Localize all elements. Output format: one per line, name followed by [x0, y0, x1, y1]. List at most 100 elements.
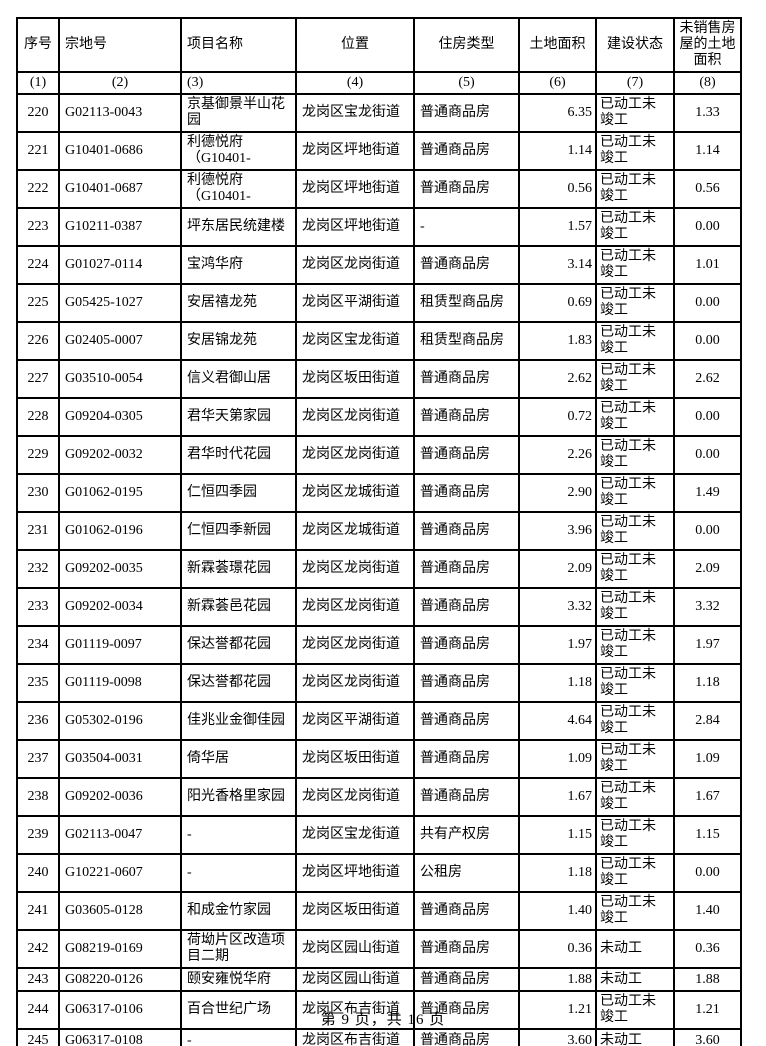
cell-unsold-land-area: 0.00 — [673, 511, 742, 551]
column-number: (2) — [58, 71, 182, 95]
header-parcel-number: 宗地号 — [58, 17, 182, 73]
table-row: 243 G08220-0126 颐安雍悦华府 龙岗区园山街道 普通商品房 1.88 未动工 1… — [16, 967, 742, 992]
cell-unsold-land-area: 0.00 — [673, 397, 742, 437]
cell-location: 龙岗区龙岗街道 — [295, 397, 415, 437]
cell-land-area: 1.97 — [518, 625, 597, 665]
table-row: 229 G09202-0032 君华时代花园 龙岗区龙岗街道 普通商品房 2.26 已动工未… — [16, 435, 742, 475]
cell-project-name: 君华天第家园 — [180, 397, 297, 437]
page-footer: 第 9 页，共 16 页 — [320, 1012, 446, 1028]
cell-serial-number: 234 — [16, 625, 60, 665]
cell-location: 龙岗区布吉街道 — [295, 990, 415, 1030]
cell-construction-status: 已动工未 竣工 — [595, 625, 675, 665]
cell-project-name: 利德悦府 （G10401- — [180, 131, 297, 171]
cell-land-area: 3.96 — [518, 511, 597, 551]
table-row: 230 G01062-0195 仁恒四季园 龙岗区龙城街道 普通商品房 2.90 已动工未 … — [16, 473, 742, 513]
cell-parcel-number: G03504-0031 — [58, 739, 182, 779]
cell-unsold-land-area: 1.01 — [673, 245, 742, 285]
cell-project-name: 安居禧龙苑 — [180, 283, 297, 323]
cell-unsold-land-area: 1.40 — [673, 891, 742, 931]
cell-housing-type: 普通商品房 — [413, 549, 520, 589]
header-land-area: 土地面积 — [518, 17, 597, 73]
header-serial-number: 序号 — [16, 17, 60, 73]
cell-location: 龙岗区坪地街道 — [295, 207, 415, 247]
cell-location: 龙岗区平湖街道 — [295, 701, 415, 741]
cell-location: 龙岗区园山街道 — [295, 929, 415, 969]
cell-parcel-number: G08219-0169 — [58, 929, 182, 969]
cell-parcel-number: G09202-0035 — [58, 549, 182, 589]
cell-construction-status: 未动工 — [595, 929, 675, 969]
cell-serial-number: 222 — [16, 169, 60, 209]
cell-parcel-number: G05425-1027 — [58, 283, 182, 323]
cell-land-area: 1.40 — [518, 891, 597, 931]
cell-housing-type: 普通商品房 — [413, 990, 520, 1030]
table-row: 227 G03510-0054 信义君御山居 龙岗区坂田街道 普通商品房 2.62 已动工未… — [16, 359, 742, 399]
cell-serial-number: 230 — [16, 473, 60, 513]
cell-unsold-land-area: 1.88 — [673, 967, 742, 992]
cell-serial-number: 242 — [16, 929, 60, 969]
cell-construction-status: 已动工未 竣工 — [595, 990, 675, 1030]
cell-construction-status: 已动工未 竣工 — [595, 511, 675, 551]
cell-unsold-land-area: 1.33 — [673, 93, 742, 133]
table-row: 242 G08219-0169 荷坳片区改造项 目二期 龙岗区园山街道 普通商品房 0.3… — [16, 929, 742, 969]
cell-location: 龙岗区龙岗街道 — [295, 625, 415, 665]
cell-parcel-number: G10221-0607 — [58, 853, 182, 893]
table-row: 237 G03504-0031 倚华居 龙岗区坂田街道 普通商品房 1.09 已动工未 竣工… — [16, 739, 742, 779]
cell-parcel-number: G09202-0034 — [58, 587, 182, 627]
cell-unsold-land-area: 0.00 — [673, 207, 742, 247]
cell-land-area: 0.56 — [518, 169, 597, 209]
cell-parcel-number: G10211-0387 — [58, 207, 182, 247]
cell-housing-type: 普通商品房 — [413, 1028, 520, 1046]
cell-unsold-land-area: 0.00 — [673, 853, 742, 893]
cell-housing-type: 普通商品房 — [413, 777, 520, 817]
table-row: 245 G06317-0108- 龙岗区布吉街道 普通商品房 3.60 未动工 3.60 — [16, 1028, 742, 1046]
cell-parcel-number: G10401-0687 — [58, 169, 182, 209]
cell-location: 龙岗区坪地街道 — [295, 169, 415, 209]
cell-unsold-land-area: 1.97 — [673, 625, 742, 665]
column-number: (3) — [180, 71, 297, 95]
cell-parcel-number: G03510-0054 — [58, 359, 182, 399]
cell-housing-type: 公租房 — [413, 853, 520, 893]
cell-unsold-land-area: 3.32 — [673, 587, 742, 627]
table-row: 234 G01119-0097 保达誉都花园 龙岗区龙岗街道 普通商品房 1.97 已动工未… — [16, 625, 742, 665]
cell-parcel-number: G09202-0032 — [58, 435, 182, 475]
cell-project-name: 荷坳片区改造项 目二期 — [180, 929, 297, 969]
cell-serial-number: 227 — [16, 359, 60, 399]
cell-construction-status: 未动工 — [595, 1028, 675, 1046]
cell-parcel-number: G09202-0036 — [58, 777, 182, 817]
cell-land-area: 3.32 — [518, 587, 597, 627]
cell-parcel-number: G01119-0098 — [58, 663, 182, 703]
cell-location: 龙岗区坪地街道 — [295, 853, 415, 893]
cell-project-name: - — [180, 815, 297, 855]
cell-parcel-number: G02113-0047 — [58, 815, 182, 855]
column-number: (8) — [673, 71, 742, 95]
cell-unsold-land-area: 0.36 — [673, 929, 742, 969]
cell-location: 龙岗区龙岗街道 — [295, 587, 415, 627]
cell-serial-number: 232 — [16, 549, 60, 589]
table-row: 224 G01027-0114 宝鸿华府 龙岗区龙岗街道 普通商品房 3.14 已动工未 竣… — [16, 245, 742, 285]
cell-project-name: - — [180, 853, 297, 893]
cell-land-area: 1.67 — [518, 777, 597, 817]
column-number-row: (1) (2) (3) (4) (5) (6) (7) (8) — [16, 71, 742, 95]
cell-housing-type: 普通商品房 — [413, 891, 520, 931]
cell-construction-status: 已动工未 竣工 — [595, 739, 675, 779]
cell-project-name: 仁恒四季新园 — [180, 511, 297, 551]
cell-housing-type: 普通商品房 — [413, 663, 520, 703]
cell-project-name: 安居锦龙苑 — [180, 321, 297, 361]
cell-location: 龙岗区布吉街道 — [295, 1028, 415, 1046]
cell-project-name: - — [180, 1028, 297, 1046]
header-housing-type: 住房类型 — [413, 17, 520, 73]
cell-project-name: 仁恒四季园 — [180, 473, 297, 513]
table-row: 221 G10401-0686 利德悦府 （G10401- 龙岗区坪地街道 普通商品房 1… — [16, 131, 742, 171]
cell-serial-number: 221 — [16, 131, 60, 171]
cell-housing-type: 普通商品房 — [413, 929, 520, 969]
cell-location: 龙岗区宝龙街道 — [295, 815, 415, 855]
table-row: 238 G09202-0036 阳光香格里家园 龙岗区龙岗街道 普通商品房 1.67 已动工… — [16, 777, 742, 817]
cell-project-name: 阳光香格里家园 — [180, 777, 297, 817]
cell-unsold-land-area: 2.84 — [673, 701, 742, 741]
column-number: (1) — [16, 71, 60, 95]
cell-serial-number: 239 — [16, 815, 60, 855]
cell-serial-number: 225 — [16, 283, 60, 323]
cell-housing-type: 普通商品房 — [413, 967, 520, 992]
cell-unsold-land-area: 1.49 — [673, 473, 742, 513]
cell-location: 龙岗区平湖街道 — [295, 283, 415, 323]
